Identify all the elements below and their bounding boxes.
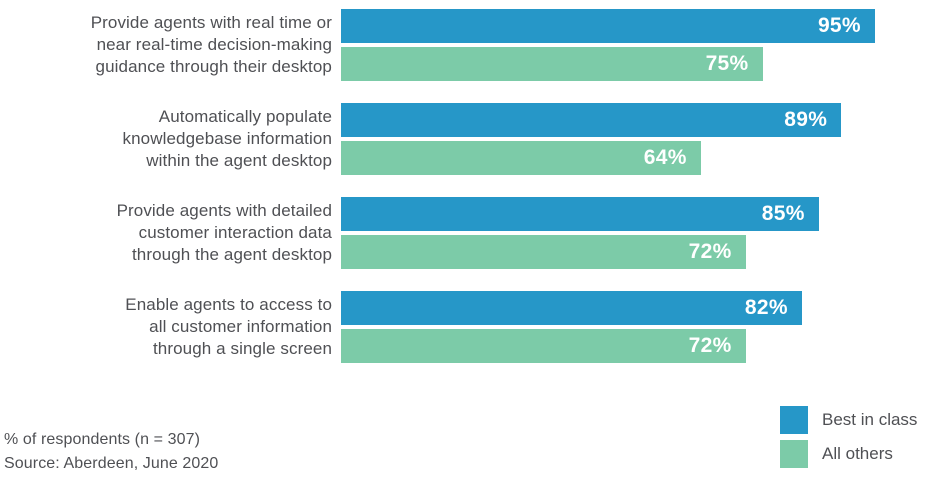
legend-swatch-best-in-class-icon	[780, 406, 808, 434]
legend-label: All others	[822, 444, 893, 463]
category-label: Automatically populate knowledgebase inf…	[122, 107, 332, 170]
bar-group-realtime-guidance: Provide agents with real time or near re…	[0, 9, 932, 81]
bar-all-others: 64%	[341, 141, 701, 175]
legend-item-best-in-class: Best in class	[780, 406, 917, 434]
legend-swatch-all-others-icon	[780, 440, 808, 468]
source-note: Source: Aberdeen, June 2020	[4, 455, 219, 472]
bar-value-label: 75%	[705, 52, 749, 75]
category-label: Provide agents with detailed customer in…	[116, 201, 332, 264]
bar-best-in-class: 89%	[341, 103, 842, 137]
bar-group-knowledgebase: Automatically populate knowledgebase inf…	[0, 103, 932, 175]
bar-group-interaction-data: Provide agents with detailed customer in…	[0, 197, 932, 269]
bar-value-label: 72%	[688, 240, 732, 263]
chart-legend: Best in class All others	[780, 406, 917, 474]
legend-label: Best in class	[822, 410, 918, 429]
bar-value-label: 72%	[688, 334, 732, 357]
bar-all-others: 75%	[341, 47, 763, 81]
bar-all-others: 72%	[341, 329, 746, 363]
bar-value-label: 64%	[643, 146, 687, 169]
bar-value-label: 95%	[817, 14, 861, 37]
bar-all-others: 72%	[341, 235, 746, 269]
chart-footnote: % of respondents (n = 307) Source: Aberd…	[4, 428, 218, 476]
legend-item-all-others: All others	[780, 440, 917, 468]
bar-best-in-class: 82%	[341, 291, 802, 325]
chart-plot-area: Provide agents with real time or near re…	[0, 9, 932, 385]
bar-pair: 95% 75%	[341, 9, 875, 81]
bar-value-label: 82%	[744, 296, 788, 319]
bar-pair: 85% 72%	[341, 197, 819, 269]
category-label: Enable agents to access to all customer …	[125, 295, 332, 358]
bar-value-label: 85%	[761, 202, 805, 225]
bar-pair: 89% 64%	[341, 103, 842, 175]
bar-best-in-class: 95%	[341, 9, 875, 43]
bar-value-label: 89%	[784, 108, 828, 131]
bar-pair: 82% 72%	[341, 291, 802, 363]
bar-best-in-class: 85%	[341, 197, 819, 231]
respondents-note: % of respondents (n = 307)	[4, 431, 201, 448]
category-label: Provide agents with real time or near re…	[90, 13, 332, 76]
bar-group-single-screen: Enable agents to access to all customer …	[0, 291, 932, 363]
